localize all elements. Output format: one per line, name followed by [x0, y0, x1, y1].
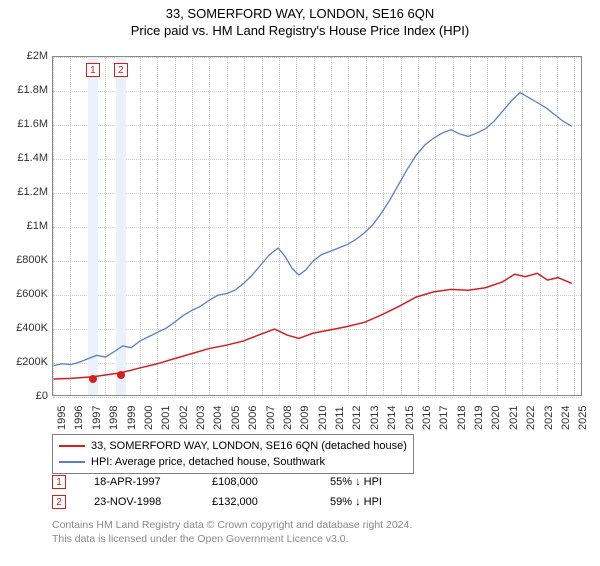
- license-text: Contains HM Land Registry data © Crown c…: [52, 518, 412, 546]
- series-layer: [53, 57, 581, 395]
- ytick-label: £1M: [27, 220, 48, 232]
- legend-label: HPI: Average price, detached house, Sout…: [91, 456, 325, 468]
- ytick-label: £0: [36, 390, 48, 402]
- sale-marker-dot: [117, 371, 125, 379]
- sale-marker-box: 2: [52, 495, 66, 509]
- series-line: [54, 273, 572, 379]
- sale-marker-box: 1: [52, 475, 66, 489]
- xtick-label: 1999: [126, 406, 138, 430]
- xtick-label: 2012: [351, 406, 363, 430]
- xtick-label: 2004: [212, 406, 224, 430]
- legend-row: HPI: Average price, detached house, Sout…: [59, 454, 407, 470]
- sale-price: £108,000: [212, 476, 302, 488]
- sales-row: 2 23-NOV-1998 £132,000 59% ↓ HPI: [52, 492, 420, 512]
- xtick-label: 2022: [525, 406, 537, 430]
- xtick-label: 2010: [317, 406, 329, 430]
- xtick-label: 2003: [195, 406, 207, 430]
- xtick-label: 2002: [178, 406, 190, 430]
- legend-row: 33, SOMERFORD WAY, LONDON, SE16 6QN (det…: [59, 438, 407, 454]
- sale-date: 18-APR-1997: [94, 476, 184, 488]
- ytick-label: £400K: [16, 322, 48, 334]
- titles: 33, SOMERFORD WAY, LONDON, SE16 6QN Pric…: [0, 6, 600, 38]
- xtick-label: 1998: [108, 406, 120, 430]
- xtick-label: 1995: [56, 406, 68, 430]
- xtick-label: 1997: [91, 406, 103, 430]
- legend: 33, SOMERFORD WAY, LONDON, SE16 6QN (det…: [52, 434, 414, 474]
- xtick-label: 2011: [334, 406, 346, 430]
- sales-table: 1 18-APR-1997 £108,000 55% ↓ HPI 2 23-NOV-199…: [52, 472, 420, 512]
- xtick-label: 2008: [282, 406, 294, 430]
- sale-price: £132,000: [212, 496, 302, 508]
- xtick-label: 2021: [508, 406, 520, 430]
- license-line-2: This data is licensed under the Open Gov…: [52, 532, 412, 546]
- chart-container: 33, SOMERFORD WAY, LONDON, SE16 6QN Pric…: [0, 6, 600, 566]
- xtick-label: 2000: [143, 406, 155, 430]
- series-line: [54, 92, 572, 365]
- sale-marker-box: 2: [114, 63, 128, 77]
- sale-date: 23-NOV-1998: [94, 496, 184, 508]
- xtick-label: 2024: [560, 406, 572, 430]
- legend-swatch: [59, 445, 85, 447]
- xtick-label: 2018: [456, 406, 468, 430]
- xtick-label: 2016: [421, 406, 433, 430]
- plot-area: 12: [52, 56, 582, 396]
- xtick-label: 2020: [490, 406, 502, 430]
- legend-swatch: [59, 461, 85, 463]
- xtick-label: 2013: [369, 406, 381, 430]
- xtick-label: 2014: [386, 406, 398, 430]
- xtick-label: 1996: [73, 406, 85, 430]
- license-line-1: Contains HM Land Registry data © Crown c…: [52, 518, 412, 532]
- xtick-label: 2001: [160, 406, 172, 430]
- title-main: 33, SOMERFORD WAY, LONDON, SE16 6QN: [0, 6, 600, 21]
- xtick-label: 2017: [438, 406, 450, 430]
- sale-delta: 59% ↓ HPI: [330, 496, 420, 508]
- xtick-label: 2009: [299, 406, 311, 430]
- xtick-label: 2025: [577, 406, 589, 430]
- xtick-label: 2006: [247, 406, 259, 430]
- xtick-label: 2005: [230, 406, 242, 430]
- ytick-label: £2M: [27, 50, 48, 62]
- xtick-label: 2015: [404, 406, 416, 430]
- sale-marker-box: 1: [86, 63, 100, 77]
- xtick-label: 2019: [473, 406, 485, 430]
- ytick-label: £800K: [16, 254, 48, 266]
- title-sub: Price paid vs. HM Land Registry's House …: [0, 23, 600, 38]
- ytick-label: £1.4M: [17, 152, 48, 164]
- sale-delta: 55% ↓ HPI: [330, 476, 420, 488]
- legend-label: 33, SOMERFORD WAY, LONDON, SE16 6QN (det…: [91, 440, 407, 452]
- ytick-label: £600K: [16, 288, 48, 300]
- sales-row: 1 18-APR-1997 £108,000 55% ↓ HPI: [52, 472, 420, 492]
- ytick-label: £1.6M: [17, 118, 48, 130]
- xtick-label: 2023: [543, 406, 555, 430]
- sale-marker-dot: [89, 375, 97, 383]
- ytick-label: £1.8M: [17, 84, 48, 96]
- ytick-label: £200K: [16, 356, 48, 368]
- xtick-label: 2007: [265, 406, 277, 430]
- ytick-label: £1.2M: [17, 186, 48, 198]
